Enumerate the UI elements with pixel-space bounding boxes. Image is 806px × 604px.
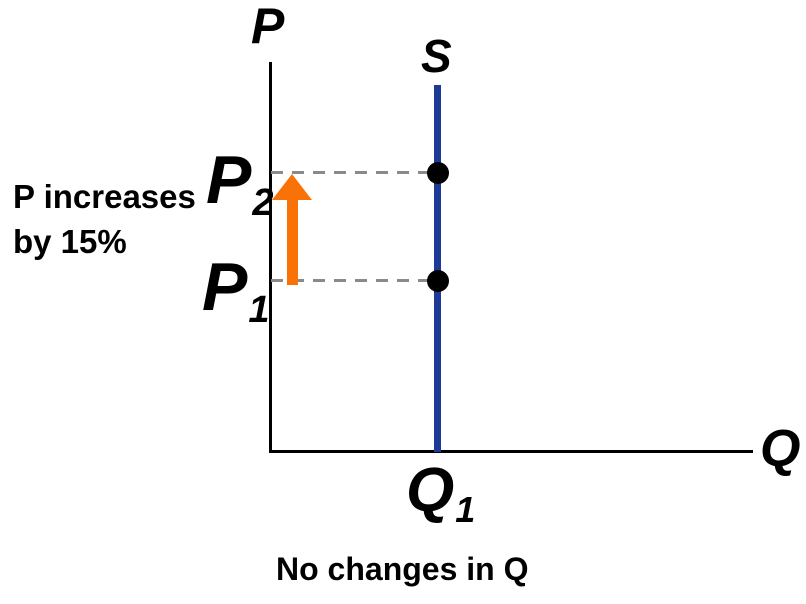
y-axis-line (269, 62, 272, 453)
point-p2-marker (427, 162, 449, 184)
price-label-p2-main: P (206, 142, 252, 218)
arrow-up-icon (272, 174, 312, 200)
x-axis-line (269, 450, 753, 453)
price-label-p1-main: P (202, 249, 248, 325)
quantity-label-q1-main: Q (406, 456, 455, 525)
annotation-line-1: P increases (13, 178, 196, 215)
price-label-p1: P1 (202, 253, 270, 329)
caption-no-changes-in-q: No changes in Q (276, 551, 529, 587)
supply-curve-label: S (421, 30, 452, 82)
point-p1-marker (427, 270, 449, 292)
arrow-shaft (287, 198, 298, 285)
annotation-price-increase: P increases by 15% (13, 174, 196, 264)
annotation-line-2: by 15% (13, 223, 127, 260)
price-label-p2: P2 (206, 146, 274, 222)
price-label-p1-subscript: 1 (248, 289, 270, 331)
quantity-label-q1: Q1 (406, 460, 475, 528)
x-axis-label: Q (760, 420, 801, 478)
guide-line-p1 (271, 279, 428, 282)
guide-line-p2 (271, 171, 428, 174)
supply-curve-line (434, 85, 441, 452)
y-axis-label: P (251, 0, 285, 54)
price-label-p2-subscript: 2 (252, 182, 274, 224)
quantity-label-q1-subscript: 1 (455, 489, 476, 530)
